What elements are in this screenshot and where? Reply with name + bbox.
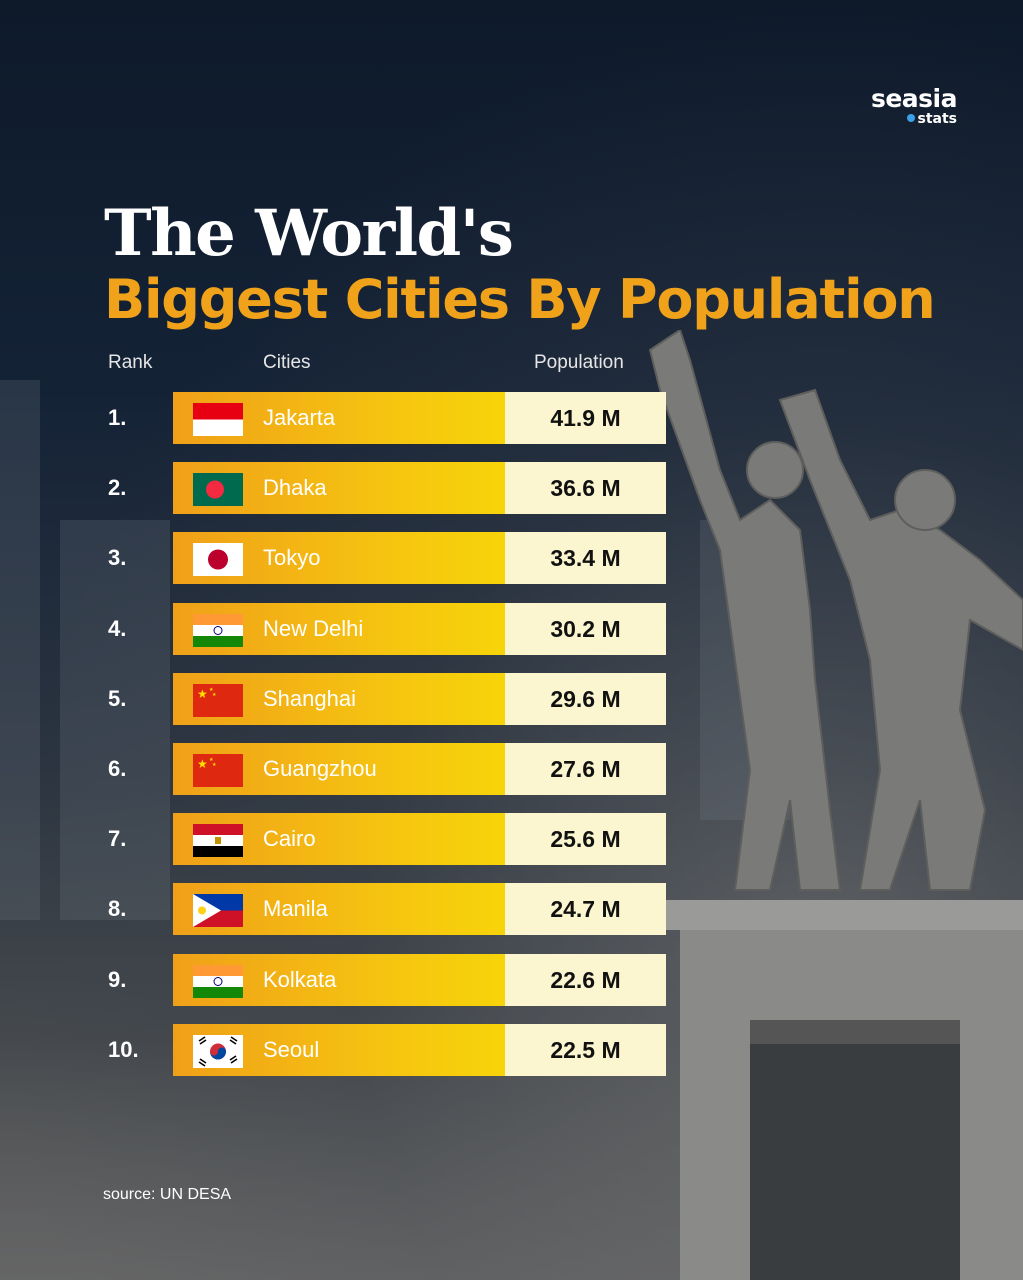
population-value: 22.5 M [505,1023,666,1076]
table-row: 5. ★ ★ ★ Shanghai 29.6 M [0,672,700,725]
header-population: Population [534,352,624,373]
svg-text:★: ★ [212,692,217,698]
title-line-1: The World's [104,196,514,271]
city-name: Dhaka [263,475,327,501]
building-shape [0,380,40,920]
rank-label: 8. [108,896,127,922]
brand-sub-text: stats [917,111,958,127]
svg-text:★: ★ [197,687,208,701]
population-value: 36.6 M [505,462,666,515]
table-row: 3. Tokyo 33.4 M [0,532,700,585]
south-korea-flag-icon [193,1034,243,1068]
china-flag-icon: ★ ★ ★ [193,754,243,787]
population-value: 22.6 M [505,953,666,1006]
city-bar: Dhaka [173,462,505,515]
city-name: Cairo [263,826,316,852]
city-bar: ★ ★ ★ Shanghai [173,672,505,725]
brand-sub: stats [871,112,957,126]
city-name: Seoul [263,1036,320,1062]
city-name: Jakarta [263,405,336,430]
table-row: 2. Dhaka 36.6 M [0,462,700,515]
table-row: 9. Kolkata 22.6 M [0,953,700,1006]
city-bar: Manila [173,883,505,936]
rank-label: 10. [108,1036,139,1062]
philippines-flag-icon [193,894,243,928]
rank-label: 9. [108,966,127,992]
rank-label: 2. [108,475,127,501]
rank-label: 4. [108,615,127,641]
population-value: 33.4 M [505,532,666,585]
china-flag-icon: ★ ★ ★ [193,683,243,717]
city-bar: ★ ★ ★ Guangzhou [173,743,505,795]
svg-text:★: ★ [212,762,217,768]
header-rank: Rank [108,352,153,373]
svg-text:★: ★ [197,757,208,771]
city-name: Shanghai [263,685,356,711]
indonesia-flag-icon [193,403,243,436]
table-row: 1. Jakarta 41.9 M [0,392,700,444]
city-bar: Kolkata [173,953,505,1006]
title-line-2: Biggest Cities By Population [104,268,936,331]
table-row: 8. Manila 24.7 M [0,883,700,936]
city-bar: Seoul [173,1023,505,1076]
header-cities: Cities [263,352,311,373]
population-value: 27.6 M [505,743,666,795]
japan-flag-icon [193,543,243,577]
population-value: 25.6 M [505,813,666,866]
city-bar: New Delhi [173,602,505,655]
egypt-flag-icon [193,824,243,858]
rank-label: 3. [108,545,127,571]
city-bar: Tokyo [173,532,505,585]
table-row: 10. Seoul 22.5 M [0,1023,700,1076]
rank-label: 7. [108,826,127,852]
building-shape [60,520,170,920]
city-name: Manila [263,896,328,922]
source-note: source: UN DESA [103,1186,232,1203]
table-row: 6. ★ ★ ★ Guangzhou 27.6 M [0,743,700,795]
svg-text:★: ★ [209,687,214,693]
city-name: Kolkata [263,966,337,992]
rank-label: 5. [108,685,127,711]
city-name: Guangzhou [263,756,377,781]
city-name: New Delhi [263,615,364,641]
population-value: 30.2 M [505,602,666,655]
rank-label: 1. [108,405,127,430]
brand-logo: seasia stats [870,84,958,127]
bangladesh-flag-icon [193,473,243,507]
dot-icon [906,114,915,122]
city-bar: Jakarta [173,392,505,444]
population-value: 29.6 M [505,672,666,725]
india-flag-icon [193,613,243,647]
brand-name: seasia [870,84,958,113]
city-name: Tokyo [263,545,321,571]
india-flag-icon [193,964,243,998]
table-row: 7. Cairo 25.6 M [0,813,700,866]
table-row: 4. New Delhi 30.2 M [0,602,700,655]
city-bar: Cairo [173,813,505,866]
rank-label: 6. [108,756,127,781]
svg-text:★: ★ [209,757,214,763]
population-value: 24.7 M [505,883,666,936]
population-value: 41.9 M [505,392,666,444]
statue-illustration [640,330,1023,1280]
